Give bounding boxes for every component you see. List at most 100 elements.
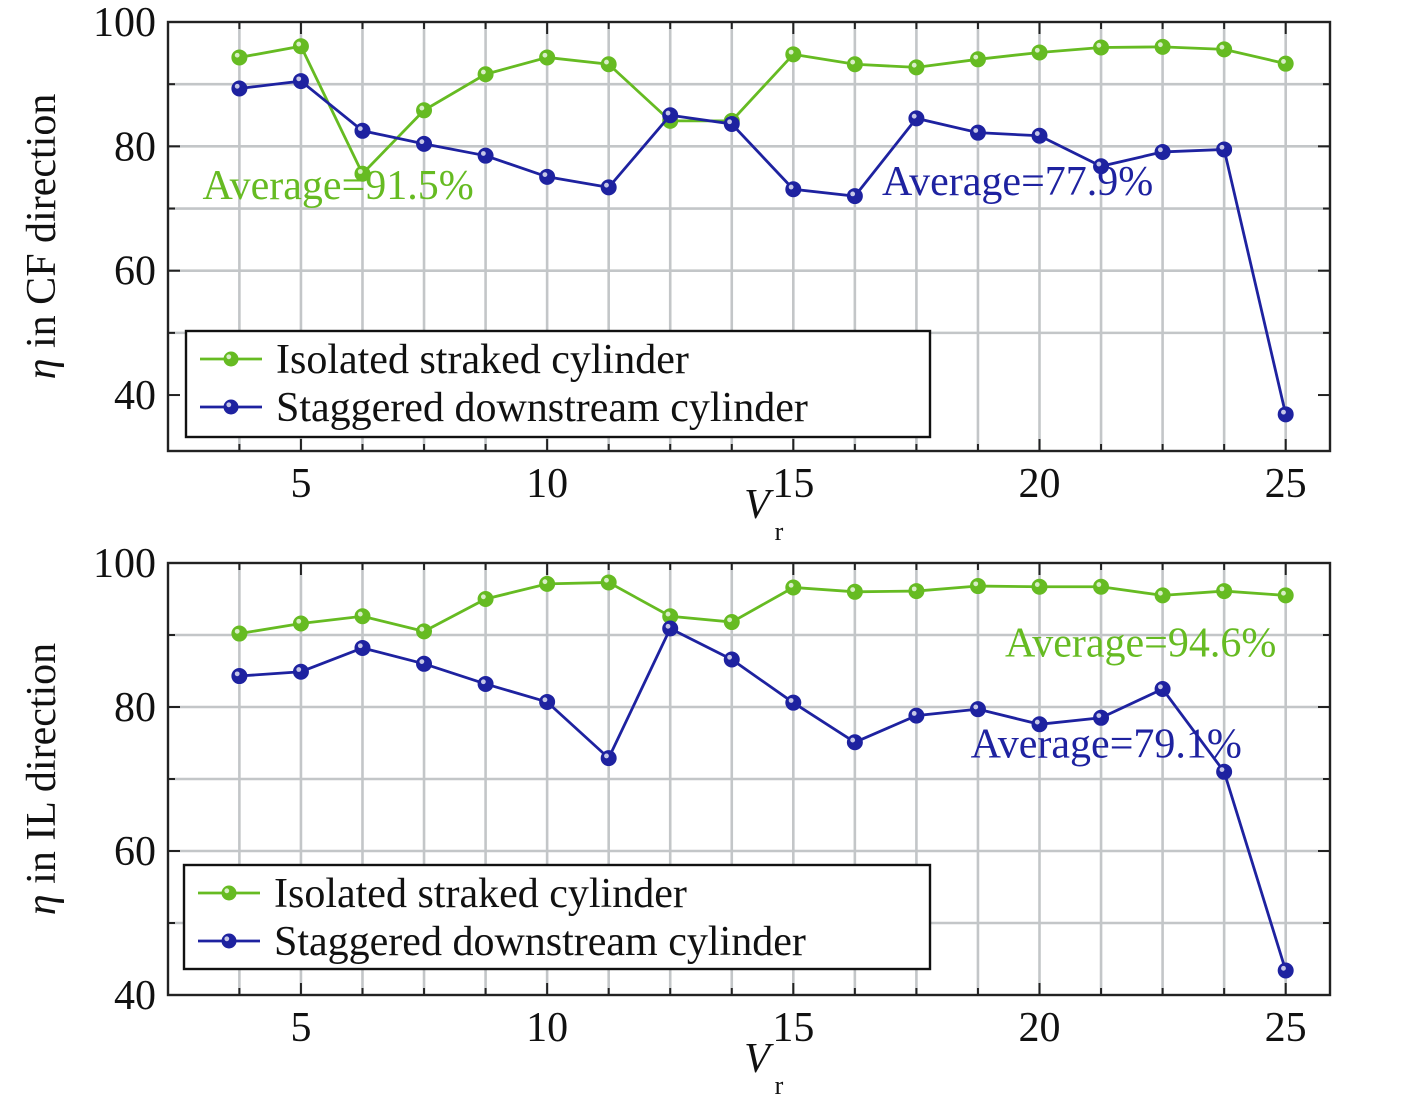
x-tick-label: 20 [1019,461,1061,507]
average-annotation: Average=77.9% [882,159,1153,205]
y-tick-label: 40 [114,973,156,1019]
legend-label: Staggered downstream cylinder [276,385,808,431]
data-point [908,583,925,600]
data-point [1277,55,1294,72]
data-point-highlight [850,587,856,592]
x-tick-label: 5 [290,1005,311,1051]
data-point-highlight [419,626,425,632]
data-point-highlight [1096,713,1102,718]
data-point [1031,127,1048,144]
data-point-highlight [296,667,302,672]
data-point-highlight [1157,590,1163,596]
data-point [477,675,494,692]
data-point [846,734,863,751]
data-point-highlight [234,83,240,89]
y-tick-label: 60 [114,249,156,295]
x-tick-label: 15 [772,461,814,507]
average-annotation: Average=91.5% [202,163,473,209]
x-axis-label: V [744,482,774,528]
x-axis-label-subscript: r [775,1071,784,1100]
data-point [1154,143,1171,160]
data-point [1093,39,1110,56]
data-point-highlight [357,611,363,617]
data-point [292,663,309,680]
data-point [1216,583,1233,600]
data-point-highlight [1157,147,1163,153]
series-line [239,79,1288,415]
x-axis: 5 10 15 20 25 [238,563,1307,1051]
data-point-highlight [850,59,856,65]
y-tick-label: 40 [114,373,156,419]
data-point-highlight [604,753,609,759]
data-point-highlight [788,698,794,703]
data-point-highlight [542,697,548,703]
data-point-highlight [357,169,363,174]
legend-swatch-highlight [226,354,232,360]
data-point-highlight [480,69,486,75]
data-point [539,168,556,185]
data-point-highlight [296,618,302,624]
data-point-highlight [1281,590,1286,596]
y-tick-label: 100 [93,0,156,46]
data-point [354,122,371,139]
plot-frame [166,20,1332,453]
data-point-highlight [604,59,609,65]
data-point-highlight [1096,42,1102,48]
data-point [1093,578,1110,595]
data-point [846,56,863,73]
data-point-highlight [973,581,979,587]
data-point [292,38,309,55]
data-point-highlight [788,184,794,190]
grid [168,563,1330,995]
x-tick-label: 10 [526,461,568,507]
data-point-highlight [665,623,671,629]
data-point [354,608,371,625]
data-point [292,615,309,632]
series-line [239,44,1287,177]
data-point-highlight [973,54,979,60]
data-point [416,102,433,119]
data-point [969,578,986,595]
data-point [785,46,802,63]
data-point-highlight [480,151,486,156]
data-point [662,107,679,124]
data-point [1031,44,1048,61]
x-axis-label-subscript: r [775,517,784,546]
legend-swatch-marker [221,885,237,901]
y-axis: 40 60 80 100 [93,541,1330,1019]
legend-swatch-highlight [224,888,230,894]
data-point-highlight [1219,144,1225,150]
data-point-highlight [1096,582,1102,587]
data-point [1277,962,1294,979]
legend-swatch-marker [221,933,237,949]
x-axis: 5 10 15 20 25 [238,22,1307,507]
data-point-highlight [542,172,548,178]
chart-panel-1: 5 10 15 20 25 40 60 80 100 η in CF direction Vr Ave… [19,0,1332,546]
data-point [846,188,863,205]
x-tick-label: 5 [290,461,311,507]
data-point-highlight [234,671,240,677]
data-point-highlight [357,126,363,132]
data-point [231,625,248,642]
data-point [969,51,986,68]
data-point [477,66,494,83]
legend-box [184,329,932,439]
series-line [239,626,1288,971]
data-point-highlight [419,139,425,145]
series-2 [231,73,1294,423]
data-point-highlight [727,617,732,623]
legend-label: Staggered downstream cylinder [274,919,806,965]
data-point-highlight [1219,586,1225,592]
y-axis-label: η in IL direction [19,643,65,915]
data-point [539,575,556,592]
y-tick-label: 80 [114,685,156,731]
y-axis: 40 60 80 100 [93,0,1330,419]
data-point-highlight [911,711,917,716]
data-point [723,115,740,132]
data-point-highlight [542,579,548,585]
data-point [969,701,986,718]
data-point [1216,41,1233,58]
data-point [1031,578,1048,595]
